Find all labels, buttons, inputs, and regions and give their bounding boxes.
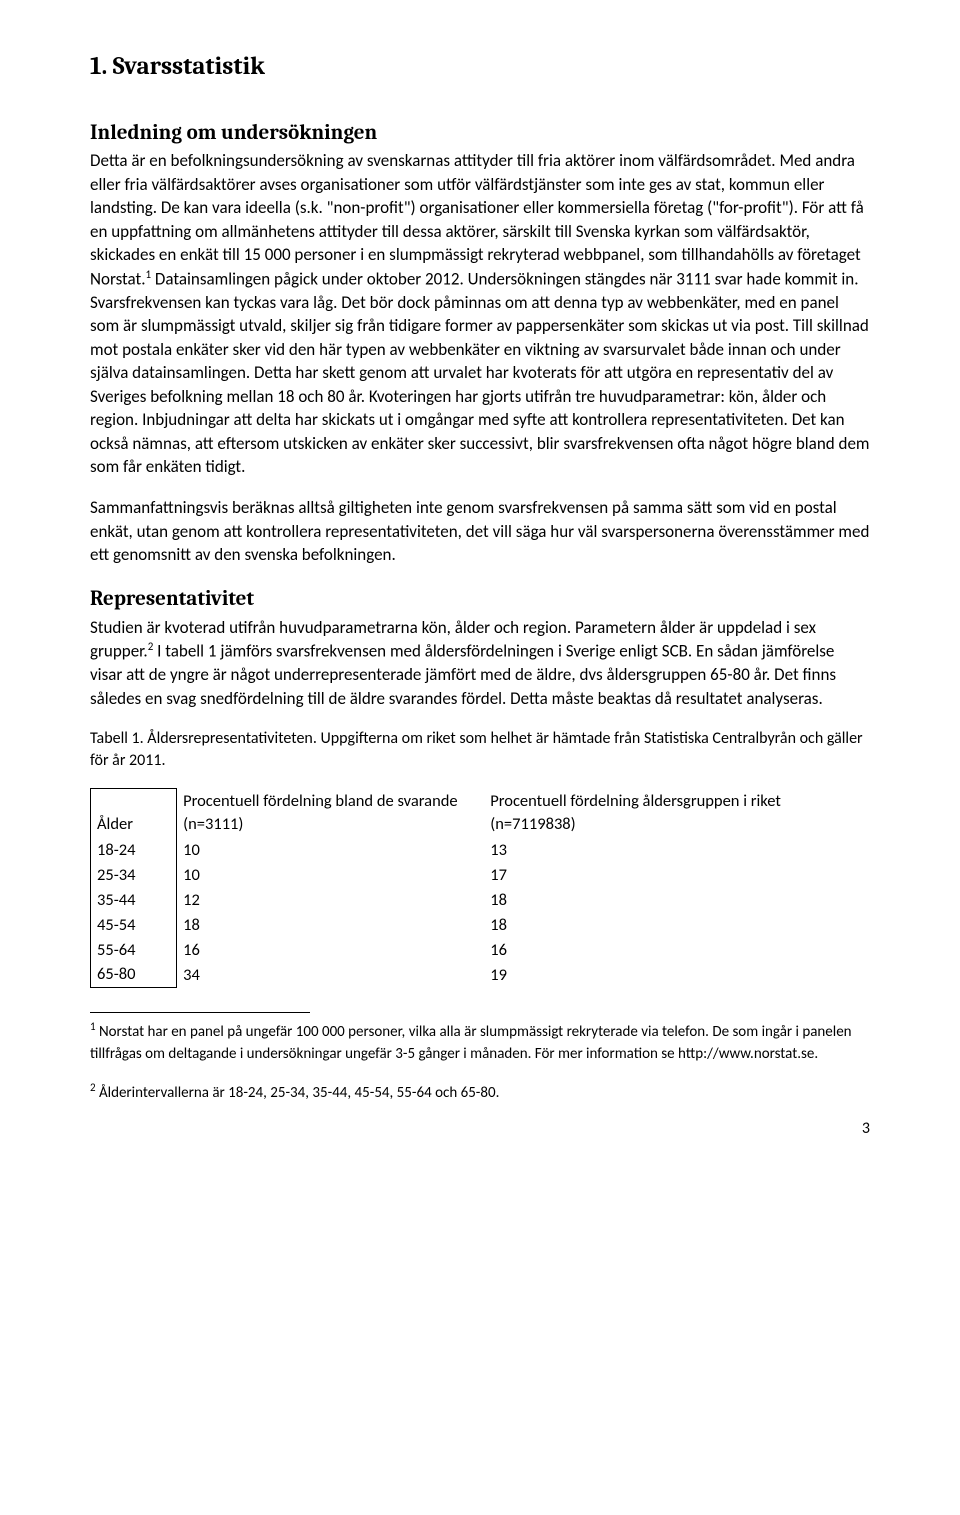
footnote-2-text: Ålderintervallerna är 18-24, 25-34, 35-4… [96, 1084, 500, 1102]
paragraph-representativity: Studien är kvoterad utifrån huvudparamet… [90, 616, 870, 710]
col-header-respondents: Procentuell fördelning bland de svarande… [177, 789, 485, 839]
table-row: 45-54 18 18 [91, 913, 870, 938]
footnote-separator [90, 1012, 310, 1013]
paragraph-intro: Detta är en befolkningsundersökning av s… [90, 149, 870, 478]
footnote-1-text: Norstat har en panel på ungefär 100 000 … [90, 1023, 852, 1063]
cell-a: 10 [177, 863, 485, 888]
cell-b: 16 [484, 938, 869, 963]
page-number: 3 [90, 1118, 870, 1140]
cell-b: 13 [484, 838, 869, 863]
cell-age: 55-64 [91, 938, 177, 963]
para1-text-b: Datainsamlingen pågick under oktober 201… [90, 268, 870, 477]
table-row: 35-44 12 18 [91, 888, 870, 913]
cell-b: 18 [484, 913, 869, 938]
cell-age: 35-44 [91, 888, 177, 913]
cell-age: 45-54 [91, 913, 177, 938]
section-heading: 1. Svarsstatistik [90, 50, 870, 85]
footnote-1: 1 Norstat har en panel på ungefär 100 00… [90, 1019, 870, 1066]
table-row: 65-80 34 19 [91, 962, 870, 987]
cell-a: 10 [177, 838, 485, 863]
subheading-intro: Inledning om undersökningen [90, 119, 870, 148]
cell-b: 18 [484, 888, 869, 913]
cell-age: 18-24 [91, 838, 177, 863]
cell-b: 19 [484, 962, 869, 987]
cell-a: 16 [177, 938, 485, 963]
cell-age: 25-34 [91, 863, 177, 888]
cell-a: 34 [177, 962, 485, 987]
para3-text-b: I tabell 1 jämförs svarsfrekvensen med å… [90, 641, 836, 709]
cell-a: 18 [177, 913, 485, 938]
col-header-population: Procentuell fördelning åldersgruppen i r… [484, 789, 869, 839]
table-row: 18-24 10 13 [91, 838, 870, 863]
paragraph-summary: Sammanfattningsvis beräknas alltså gilti… [90, 496, 870, 566]
col-header-age: Ålder [91, 789, 177, 839]
cell-age: 65-80 [91, 962, 177, 987]
table-row: 55-64 16 16 [91, 938, 870, 963]
age-distribution-table: Ålder Procentuell fördelning bland de sv… [90, 788, 870, 988]
footnote-2: 2 Ålderintervallerna är 18-24, 25-34, 35… [90, 1080, 870, 1105]
cell-b: 17 [484, 863, 869, 888]
table-row: 25-34 10 17 [91, 863, 870, 888]
subheading-representativity: Representativitet [90, 585, 870, 614]
table-caption: Tabell 1. Åldersrepresentativiteten. Upp… [90, 728, 870, 772]
cell-a: 12 [177, 888, 485, 913]
